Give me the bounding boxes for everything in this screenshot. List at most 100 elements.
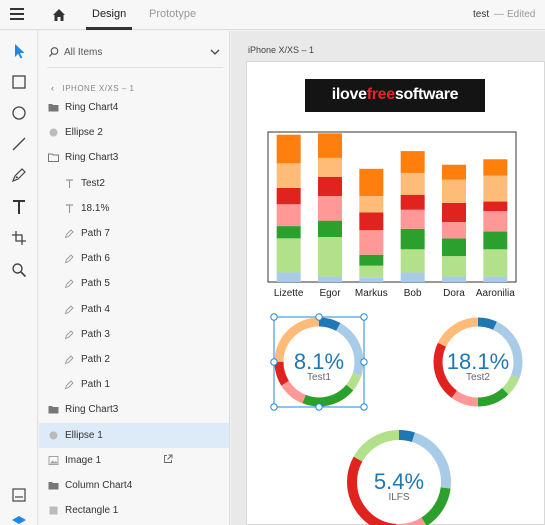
layer-row[interactable]: Rectangle 1 (39, 498, 229, 523)
text-icon (64, 203, 75, 214)
bar-segment (400, 249, 425, 273)
chevron-down-icon[interactable] (209, 46, 221, 58)
layer-row[interactable]: Path 5 (39, 271, 229, 296)
bar-segment (276, 272, 301, 282)
x-tick-label: Lizette (274, 288, 304, 299)
layers-panel: All Items ‹ IPHONE X/XS – 1 Ring Chart4 El… (39, 31, 230, 525)
folder-icon (48, 102, 59, 113)
layer-row[interactable]: Path 3 (39, 322, 229, 347)
layer-row[interactable]: Ellipse 2 (39, 120, 229, 145)
text-icon (64, 178, 75, 189)
donut-slice (433, 317, 523, 407)
pen-icon (64, 304, 75, 315)
tab-prototype[interactable]: Prototype (149, 8, 197, 20)
resize-handle[interactable] (360, 358, 368, 366)
layer-row[interactable]: Path 7 (39, 221, 229, 246)
bar-segment (442, 256, 466, 277)
bar-segment (483, 276, 508, 282)
artboard[interactable]: ilovefreesoftware Lizette Egor Markus Bob Do… (246, 61, 545, 525)
layer-name: Image 1 (65, 454, 102, 466)
home-icon[interactable] (51, 7, 67, 23)
resize-handle[interactable] (360, 313, 368, 321)
bar-segment (359, 212, 384, 231)
ellipse-icon (48, 127, 59, 138)
bar-segment (276, 226, 301, 239)
donut-center-value: 5.4% (374, 469, 424, 494)
top-bar: Design Prototype test — Edited (0, 0, 545, 30)
assets-panel-icon[interactable] (10, 486, 28, 504)
rectangle-tool-icon[interactable] (10, 73, 28, 91)
bar-segment (483, 159, 508, 176)
layer-filter[interactable]: All Items (47, 44, 223, 62)
title-separator: — (494, 9, 504, 20)
layer-row[interactable]: Path 4 (39, 297, 229, 322)
layer-row[interactable]: Column Chart4 (39, 473, 229, 498)
bar-segment (400, 228, 425, 250)
layer-row[interactable]: Ring Chart3 (39, 145, 229, 170)
layer-row[interactable]: Test2 (39, 171, 229, 196)
donut-slice (347, 430, 451, 525)
pen-tool-icon[interactable] (10, 166, 28, 184)
bar-segment (400, 172, 425, 195)
donut-slice (433, 317, 523, 407)
zoom-tool-icon[interactable] (10, 261, 28, 279)
layer-name: Ring Chart3 (65, 404, 119, 416)
bar-segment (318, 157, 342, 177)
artboard-tool-icon[interactable] (10, 229, 28, 247)
bar-segment (483, 249, 508, 277)
layer-name: Path 4 (81, 303, 110, 315)
resize-handle[interactable] (270, 403, 278, 411)
document-name: test (473, 9, 490, 20)
layers-panel-icon[interactable] (10, 513, 28, 525)
breadcrumb[interactable]: ‹ IPHONE X/XS – 1 (51, 83, 134, 93)
resize-handle[interactable] (270, 358, 278, 366)
line-tool-icon[interactable] (10, 135, 28, 153)
artboard-label[interactable]: iPhone X/XS – 1 (248, 45, 315, 55)
external-link-icon[interactable] (163, 454, 173, 464)
logo-text: ilovefreesoftware (331, 86, 459, 103)
layer-row[interactable]: Path 2 (39, 347, 229, 372)
design-canvas[interactable]: iPhone X/XS – 1 ilovefreesoftware Lizett… (231, 31, 545, 525)
bar-segment (276, 238, 301, 273)
folder-icon (48, 404, 59, 415)
layer-row[interactable]: Path 1 (39, 372, 229, 397)
ellipse-tool-icon[interactable] (10, 104, 28, 122)
image-icon (48, 455, 59, 466)
bar-segment (442, 238, 466, 257)
breadcrumb-label: IPHONE X/XS – 1 (62, 84, 135, 93)
layer-name: Path 5 (81, 278, 110, 290)
layer-name: Ellipse 1 (65, 429, 103, 441)
layer-row[interactable]: Ring Chart4 (39, 95, 229, 120)
bar-segment (483, 231, 508, 250)
resize-handle[interactable] (315, 403, 323, 411)
layer-name: Ring Chart3 (65, 152, 119, 164)
resize-handle[interactable] (315, 313, 323, 321)
hamburger-menu-icon[interactable] (10, 8, 24, 20)
logo-image[interactable]: ilovefreesoftware (305, 79, 485, 112)
layer-row[interactable]: Ellipse 1 (39, 422, 229, 448)
folder-open-icon (48, 152, 59, 163)
select-tool-icon[interactable] (10, 42, 28, 60)
resize-handle[interactable] (360, 403, 368, 411)
charts-layer: Lizette Egor Markus Bob Dora Aaronilia8.1%Tes… (267, 131, 523, 525)
filter-label: All Items (64, 47, 103, 58)
layer-name: Ring Chart4 (65, 102, 119, 113)
layer-name: Path 3 (81, 328, 110, 340)
layer-name: Path 6 (81, 253, 110, 265)
bar-segment (318, 133, 342, 158)
layer-row[interactable]: Image 1 (39, 448, 229, 473)
text-tool-icon[interactable] (10, 198, 28, 216)
tab-design[interactable]: Design (92, 8, 127, 20)
layer-row[interactable]: Path 6 (39, 246, 229, 271)
bar-segment (318, 220, 342, 237)
pen-icon (64, 329, 75, 340)
bar-segment (400, 272, 425, 282)
layer-row[interactable]: 18.1% (39, 196, 229, 221)
folder-icon (48, 480, 59, 491)
donut-center-label: Test1 (307, 372, 331, 383)
layer-row[interactable]: Ring Chart3 (39, 397, 229, 422)
chevron-left-icon[interactable]: ‹ (51, 83, 55, 93)
resize-handle[interactable] (270, 313, 278, 321)
pen-icon (64, 253, 75, 264)
plot-frame (267, 131, 517, 283)
